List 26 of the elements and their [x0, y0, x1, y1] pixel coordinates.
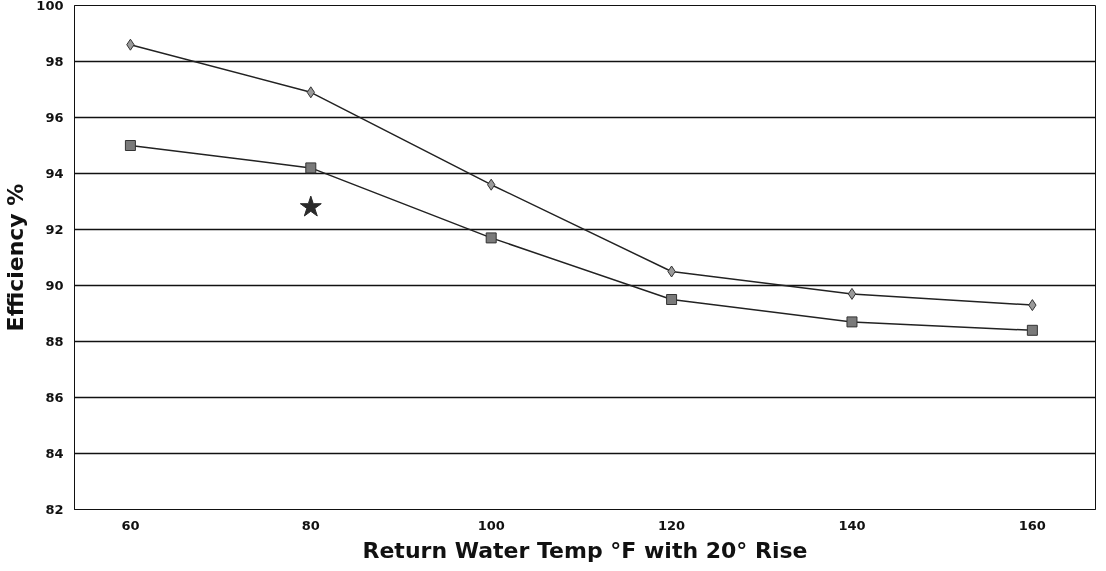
x-axis-title: Return Water Temp °F with 20° Rise [362, 537, 808, 563]
point [847, 287, 857, 300]
y-tick-label: 94 [45, 166, 64, 181]
x-tick-label: 120 [658, 517, 686, 533]
x-tick-label: 80 [301, 517, 320, 533]
y-tick-label: 92 [45, 222, 64, 237]
x-tick-label: 100 [477, 517, 505, 533]
point [485, 232, 497, 244]
point [299, 195, 322, 217]
x-tick-label: 60 [121, 517, 140, 533]
point [305, 162, 317, 174]
y-tick-label: 96 [45, 110, 64, 125]
y-tick-label: 86 [45, 390, 64, 405]
point [1026, 324, 1038, 336]
y-tick-label: 88 [45, 334, 64, 349]
point [846, 316, 858, 328]
y-tick-label: 82 [45, 502, 64, 517]
point [666, 294, 678, 305]
y-tick-label: 84 [45, 446, 64, 461]
y-tick-label: 90 [45, 278, 64, 293]
x-tick-label: 160 [1018, 517, 1046, 533]
y-tick-label: 100 [36, 0, 64, 13]
point [124, 140, 136, 151]
y-tick-label: 98 [45, 54, 64, 69]
x-tick-label: 140 [838, 517, 866, 533]
y-axis-title: Efficiency % [3, 183, 29, 332]
